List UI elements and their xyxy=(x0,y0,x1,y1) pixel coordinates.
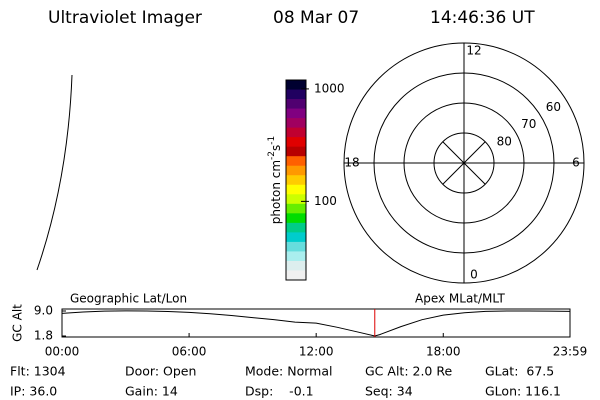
colorbar-segment xyxy=(286,118,306,129)
colorbar-segment xyxy=(286,232,306,243)
label-part: -2 xyxy=(267,151,277,160)
info-field: Seq: 34 xyxy=(365,384,413,399)
colorbar-segment xyxy=(286,99,306,110)
x-tick-label: 00:00 xyxy=(45,345,80,359)
colorbar-segment xyxy=(286,156,306,167)
info-field: IP: 36.0 xyxy=(10,384,57,399)
colorbar-tick-label: 1000 xyxy=(314,81,345,95)
colorbar-segment xyxy=(286,194,306,205)
right-label: Apex MLat/MLT xyxy=(415,292,505,306)
mlat-label: 80 xyxy=(497,134,512,148)
info-field: GLon: 116.1 xyxy=(485,384,561,399)
x-tick-label: 12:00 xyxy=(299,345,334,359)
colorbar-segment xyxy=(286,127,306,138)
colorbar-segment xyxy=(286,184,306,195)
colorbar-segment xyxy=(286,175,306,186)
colorbar-label: photon cm-2s-1 xyxy=(267,136,283,225)
colorbar-tick-label: 100 xyxy=(314,194,337,208)
colorbar-segment xyxy=(286,165,306,176)
mlt-label: 12 xyxy=(466,44,481,58)
colorbar-segment xyxy=(286,241,306,252)
info-field: Mode: Normal xyxy=(245,364,332,379)
colorbar-segment xyxy=(286,222,306,233)
info-field: Door: Open xyxy=(125,364,196,379)
colorbar-segment xyxy=(286,89,306,100)
colorbar-frame xyxy=(285,79,307,281)
info-field: GLat: 67.5 xyxy=(485,364,554,379)
info-field: Dsp: -0.1 xyxy=(245,384,314,399)
x-tick-label: 06:00 xyxy=(172,345,207,359)
info-field: Gain: 14 xyxy=(125,384,178,399)
y-tick-label: 1.8 xyxy=(34,329,53,343)
mlt-label: 18 xyxy=(344,156,359,170)
colorbar-segment xyxy=(286,108,306,119)
y-tick-label: 9.0 xyxy=(34,304,53,318)
mlat-label: 60 xyxy=(546,100,561,114)
instrument: Ultraviolet Imager xyxy=(48,8,202,28)
x-tick-label: 23:59 xyxy=(553,345,588,359)
label-part: s xyxy=(269,145,283,151)
colorbar-segment xyxy=(286,251,306,262)
mlt-label: 0 xyxy=(470,268,478,282)
mlt-label: 6 xyxy=(572,156,580,170)
colorbar-segment xyxy=(286,260,306,271)
altitude-line xyxy=(61,310,571,337)
image-edge xyxy=(36,74,73,271)
left-label: Geographic Lat/Lon xyxy=(70,292,187,306)
x-tick-label: 18:00 xyxy=(426,345,461,359)
colorbar-segment xyxy=(286,146,306,157)
mlat-label: 70 xyxy=(521,117,536,131)
colorbar-segment xyxy=(286,80,306,91)
time: 14:46:36 UT xyxy=(430,8,535,28)
colorbar-segment xyxy=(286,203,306,214)
label-part: -1 xyxy=(267,136,277,145)
info-field: Flt: 1304 xyxy=(10,364,66,379)
y-axis-label: GC Alt xyxy=(11,304,25,342)
info-field: GC Alt: 2.0 Re xyxy=(365,364,452,379)
colorbar-segment xyxy=(286,137,306,148)
colorbar-segment xyxy=(286,213,306,224)
colorbar-segment xyxy=(286,270,306,281)
label-part: photon cm xyxy=(269,160,283,224)
date: 08 Mar 07 xyxy=(273,8,359,28)
